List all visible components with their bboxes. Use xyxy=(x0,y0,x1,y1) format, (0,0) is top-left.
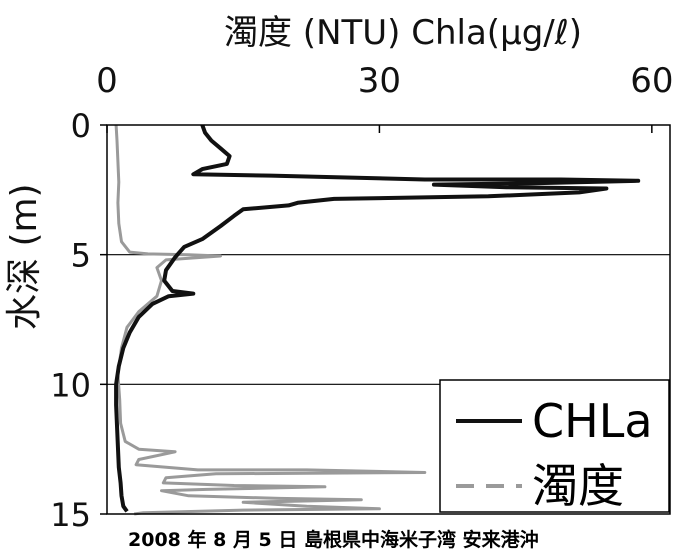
chart-title: 濁度 (NTU) Chla(μg/ℓ) xyxy=(224,13,582,53)
axis-ticks: 0 30 60 0 5 10 15 xyxy=(50,61,673,534)
x-tick-label-1: 30 xyxy=(358,61,401,101)
series-line-turbidity xyxy=(114,124,427,516)
series-line-chla xyxy=(114,124,641,513)
legend-box xyxy=(439,379,670,513)
y-tick-label-2: 10 xyxy=(50,366,91,404)
series-layer xyxy=(114,124,641,516)
x-tick-label-0: 0 xyxy=(96,61,118,101)
plot-frame xyxy=(106,124,671,515)
gridlines xyxy=(107,254,670,385)
y-tick-label-3: 15 xyxy=(50,496,91,534)
y-tick-label-0: 0 xyxy=(71,107,91,145)
y-tick-label-1: 5 xyxy=(71,237,91,275)
x-tick-label-2: 60 xyxy=(630,61,673,101)
y-axis-label: 水深 (m) xyxy=(4,183,45,330)
legend-label-chla: CHLa xyxy=(532,394,653,448)
chart-caption: 2008 年 8 月 5 日 島根県中海米子湾 安来港沖 xyxy=(128,528,539,551)
legend: CHLa 濁度 xyxy=(439,379,670,513)
legend-label-turbidity: 濁度 xyxy=(532,459,624,513)
